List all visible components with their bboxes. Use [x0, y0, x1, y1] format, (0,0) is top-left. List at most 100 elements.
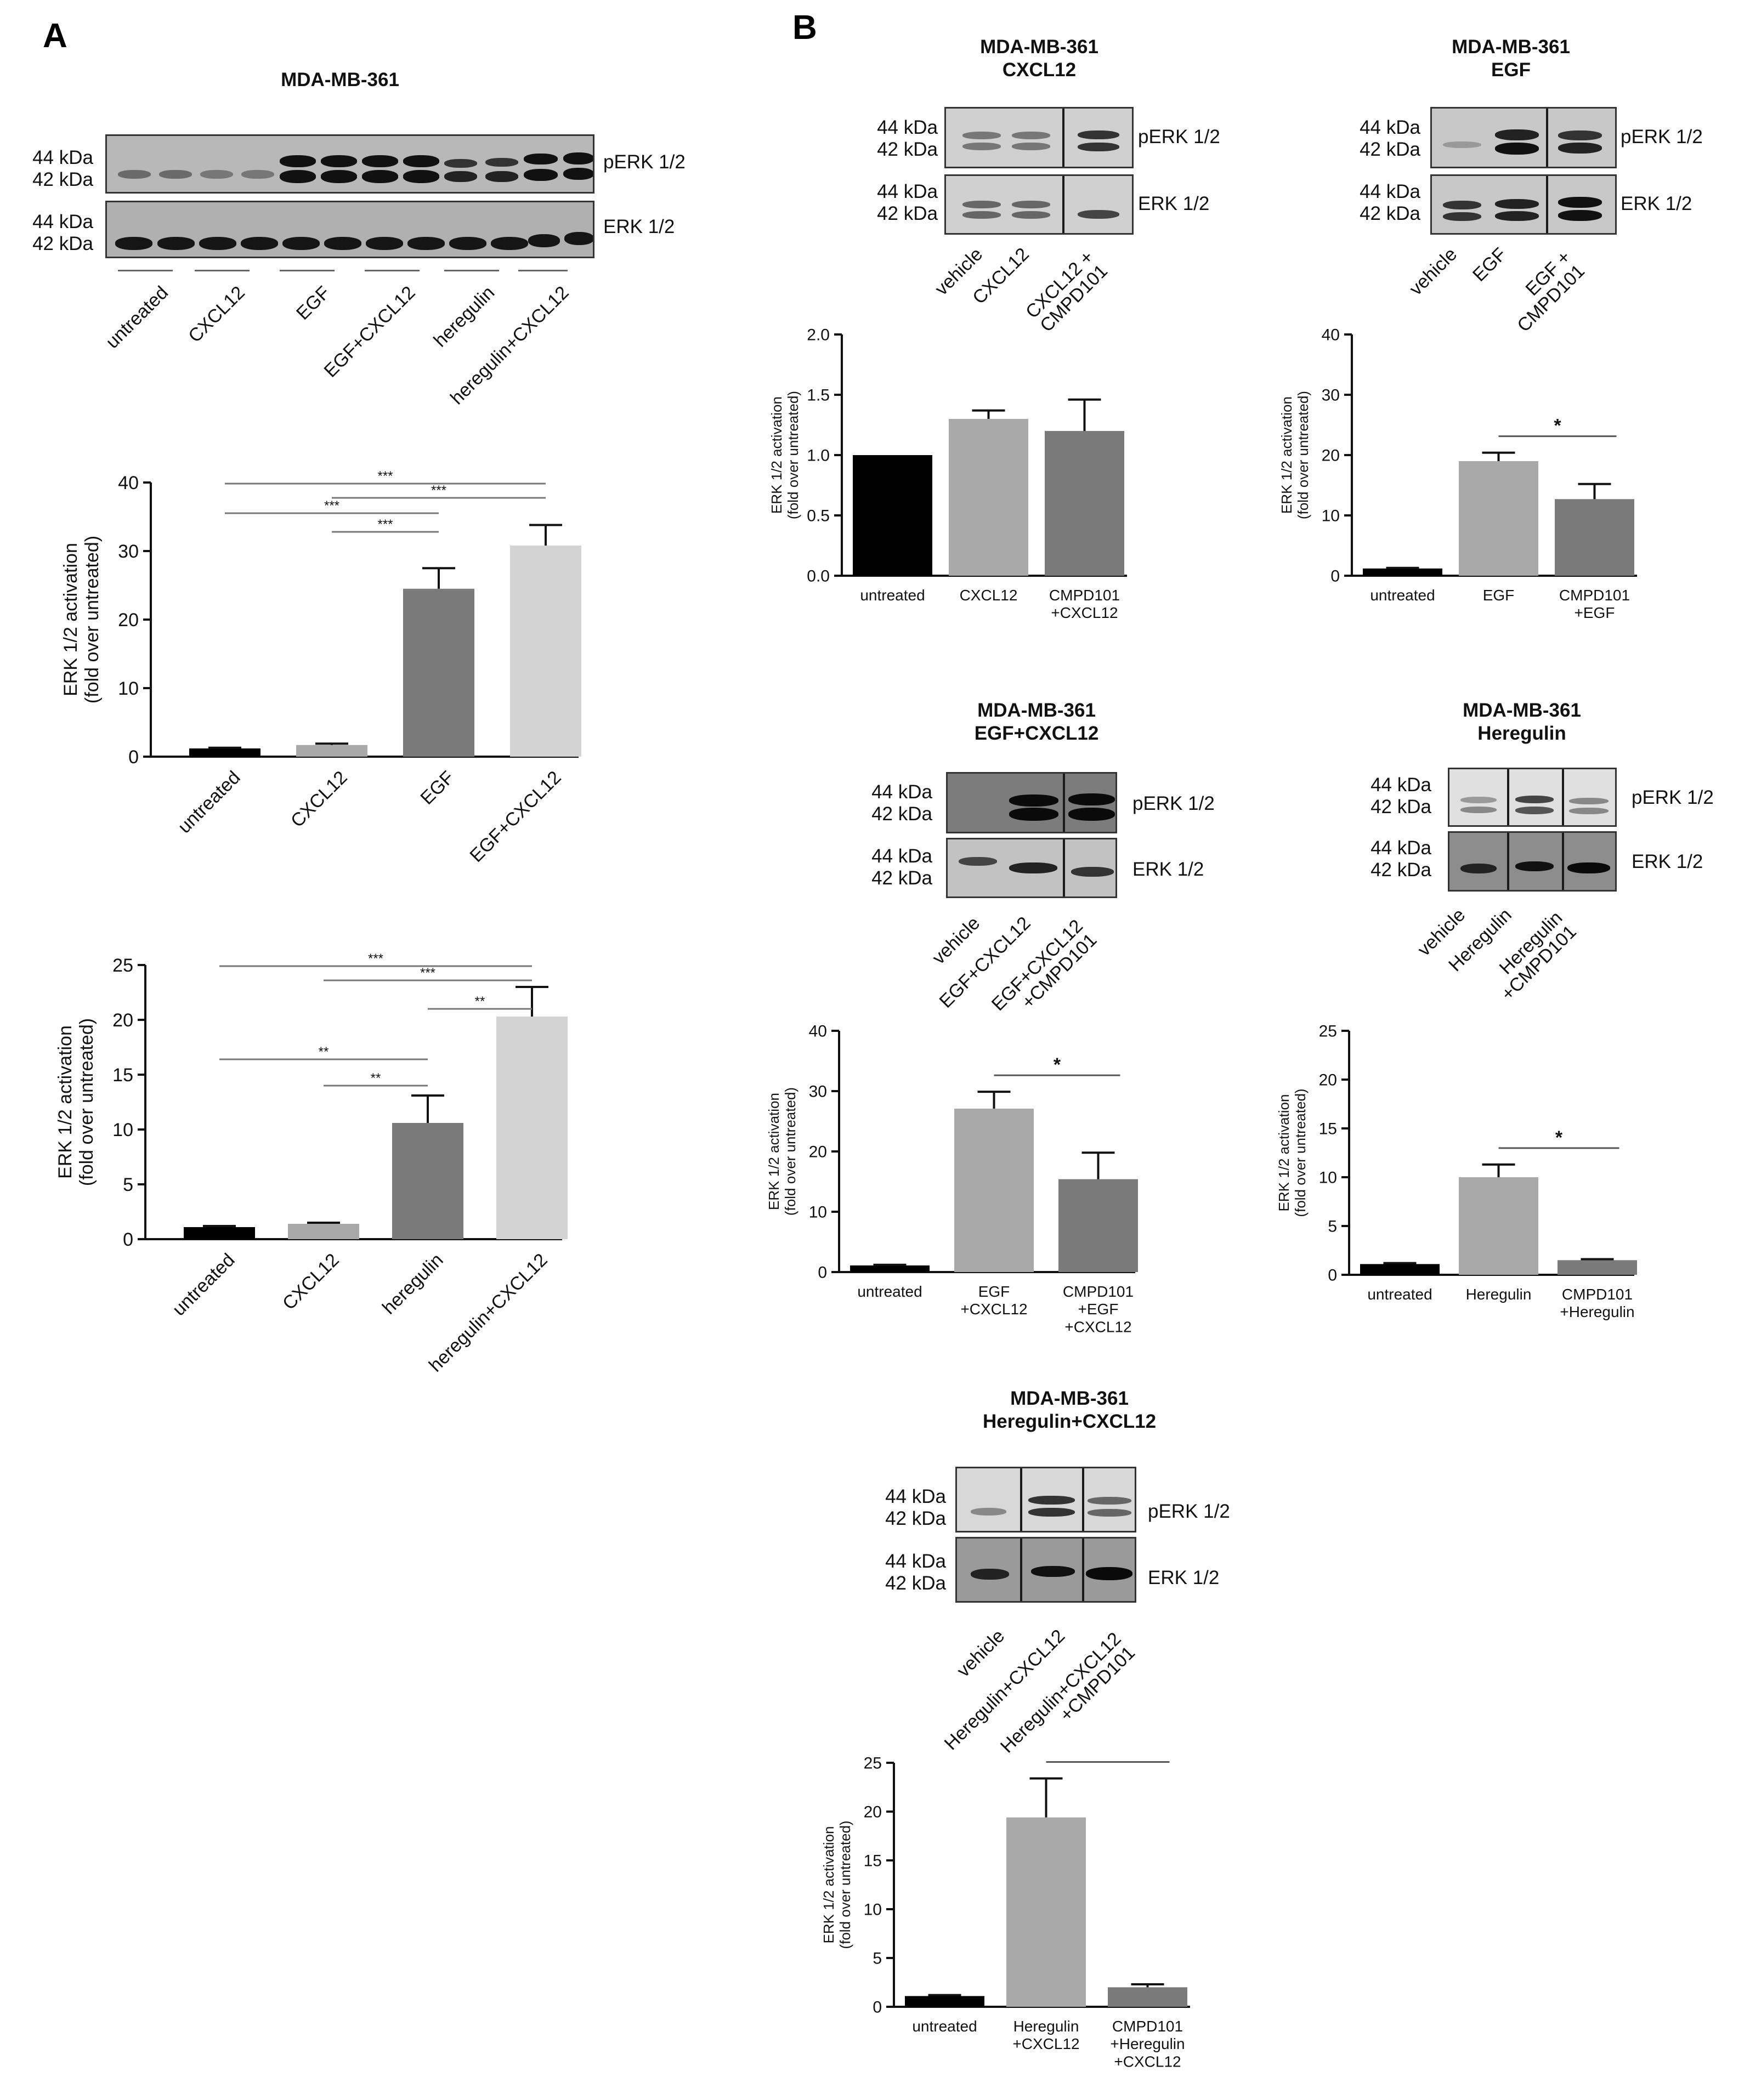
- blot-label-perk: pERK 1/2: [1621, 126, 1703, 147]
- lane-label: Heregulin+CXCL12 +CMPD101: [996, 1628, 1140, 1757]
- lane-underline: [118, 270, 173, 271]
- y-tick-label: 0: [123, 1229, 133, 1250]
- x-tick-label: Heregulin +CXCL12: [1012, 2018, 1079, 2052]
- y-axis-label: ERK 1/2 activation(fold over untreated): [55, 1018, 97, 1186]
- lane-label: untreated: [101, 282, 173, 353]
- blot-label-perk: pERK 1/2: [1632, 787, 1714, 808]
- x-tick-label: untreated: [168, 1250, 239, 1320]
- y-tick-label: 10: [1322, 507, 1340, 525]
- y-axis-label: ERK 1/2 activation(fold over untreated): [766, 1087, 798, 1216]
- y-tick-label: 30: [809, 1083, 827, 1101]
- bar: [1459, 1177, 1538, 1275]
- blot-label-erk: ERK 1/2: [603, 216, 675, 237]
- x-tick-label: EGF+CXCL12: [466, 767, 565, 866]
- y-tick-label: 0: [128, 747, 139, 768]
- y-tick-label: 1.0: [807, 447, 830, 465]
- y-tick-label: 5: [123, 1174, 133, 1195]
- significance-label: **: [475, 994, 485, 1009]
- lane-label: heregulin: [429, 282, 499, 351]
- x-tick-label: EGF: [416, 767, 458, 809]
- lane-underline: [444, 270, 499, 271]
- blot-label-perk: pERK 1/2: [1148, 1501, 1230, 1522]
- bar: [189, 748, 260, 757]
- bar: [296, 745, 367, 757]
- blot-title: MDA-MB-361 EGF+CXCL12: [974, 700, 1099, 744]
- y-tick-label: 40: [809, 1023, 827, 1041]
- bar: [1108, 1987, 1187, 2007]
- ERK-blot: [946, 838, 1117, 898]
- kda-label: 44 kDa 42 kDa: [871, 845, 932, 889]
- y-tick-label: 0: [1328, 1267, 1337, 1285]
- x-tick-label: CMPD101 +Heregulin +CXCL12: [1110, 2018, 1185, 2070]
- x-tick-label: CMPD101 +Heregulin: [1560, 1286, 1634, 1320]
- blot-label-erk: ERK 1/2: [1138, 193, 1210, 214]
- lane-underline: [365, 270, 420, 271]
- y-tick-label: 20: [118, 610, 139, 631]
- x-tick-label: untreated: [912, 2018, 977, 2035]
- blot-title: MDA-MB-361 Heregulin: [1463, 700, 1581, 744]
- significance-label: *: [1555, 1127, 1563, 1148]
- y-tick-label: 10: [809, 1204, 827, 1222]
- bar: [392, 1123, 463, 1239]
- y-tick-label: 20: [864, 1803, 882, 1821]
- x-tick-label: CXCL12: [287, 767, 352, 832]
- bar: [1006, 1817, 1086, 2007]
- y-tick-label: 10: [864, 1901, 882, 1919]
- bar: [184, 1227, 255, 1239]
- significance-label: *: [1554, 416, 1561, 436]
- lane-label: EGF+CXCL12: [320, 282, 420, 382]
- bar: [496, 1017, 568, 1239]
- bar: [1360, 1264, 1440, 1275]
- significance-label: ***: [377, 469, 393, 484]
- x-tick-label: EGF+CXCL12: [960, 1283, 1027, 1318]
- ERK-blot: [944, 174, 1134, 235]
- significance-label: ***: [420, 966, 435, 980]
- y-tick-label: 20: [112, 1010, 133, 1031]
- blot-label-perk: pERK 1/2: [603, 151, 686, 173]
- x-tick-label: CMPD101 +EGF +CXCL12: [1063, 1283, 1134, 1335]
- y-tick-label: 25: [1319, 1023, 1337, 1041]
- significance-label: ***: [377, 517, 393, 532]
- bar: [510, 546, 581, 757]
- blot-label-erk: ERK 1/2: [1632, 851, 1703, 872]
- pERK-blot: [946, 772, 1117, 833]
- x-tick-label: untreated: [1367, 1286, 1432, 1303]
- y-tick-label: 0: [1330, 567, 1340, 586]
- blot-title: MDA-MB-361 CXCL12: [980, 36, 1098, 81]
- y-tick-label: 0: [818, 1264, 827, 1282]
- ERK-blot: [1448, 831, 1617, 892]
- bar-chart-B5: 0 5 10 15 20 25 ERK 1/2 activation(fold over u…: [820, 1752, 1190, 2070]
- lane-label: CXCL12: [184, 282, 250, 347]
- kda-label: 44 kDa 42 kDa: [1360, 181, 1420, 224]
- blot-label-perk: pERK 1/2: [1138, 126, 1220, 147]
- ERK-blot: [1430, 174, 1617, 235]
- x-tick-label: CMPD101 +EGF: [1559, 587, 1630, 621]
- kda-label: 44 kDa 42 kDa: [1360, 117, 1420, 160]
- y-tick-label: 1.5: [807, 387, 830, 405]
- x-tick-label: CMPD101 +CXCL12: [1049, 587, 1120, 621]
- blot-label-perk: pERK 1/2: [1132, 793, 1215, 814]
- x-tick-label: untreated: [1370, 587, 1435, 604]
- kda-label: 44 kDa 42 kDa: [871, 781, 932, 825]
- kda-label: 44 kDa 42 kDa: [32, 211, 93, 254]
- kda-label: 44 kDa 42 kDa: [32, 147, 93, 190]
- bar: [1555, 499, 1634, 576]
- lane-label: vehicle: [1405, 243, 1462, 300]
- significance-label: ***: [324, 498, 339, 513]
- panel-b-label: B: [792, 9, 817, 47]
- y-axis-label: ERK 1/2 activation(fold over untreated): [768, 391, 801, 519]
- y-tick-label: 15: [864, 1852, 882, 1870]
- significance-label: ***: [368, 951, 383, 966]
- bar: [1459, 461, 1538, 576]
- y-tick-label: 0.5: [807, 507, 830, 525]
- y-tick-label: 20: [1322, 447, 1340, 465]
- y-tick-label: 10: [112, 1120, 133, 1140]
- lane-label: vehicle: [953, 1625, 1009, 1682]
- blot-label-erk: ERK 1/2: [1621, 193, 1692, 214]
- y-tick-label: 40: [1322, 326, 1340, 344]
- ERK-blot: [105, 201, 594, 258]
- kda-label: 44 kDa 42 kDa: [885, 1551, 946, 1594]
- significance-label: **: [319, 1045, 329, 1059]
- lane-label: EGF + CMPD101: [1513, 246, 1589, 337]
- y-tick-label: 25: [112, 955, 133, 976]
